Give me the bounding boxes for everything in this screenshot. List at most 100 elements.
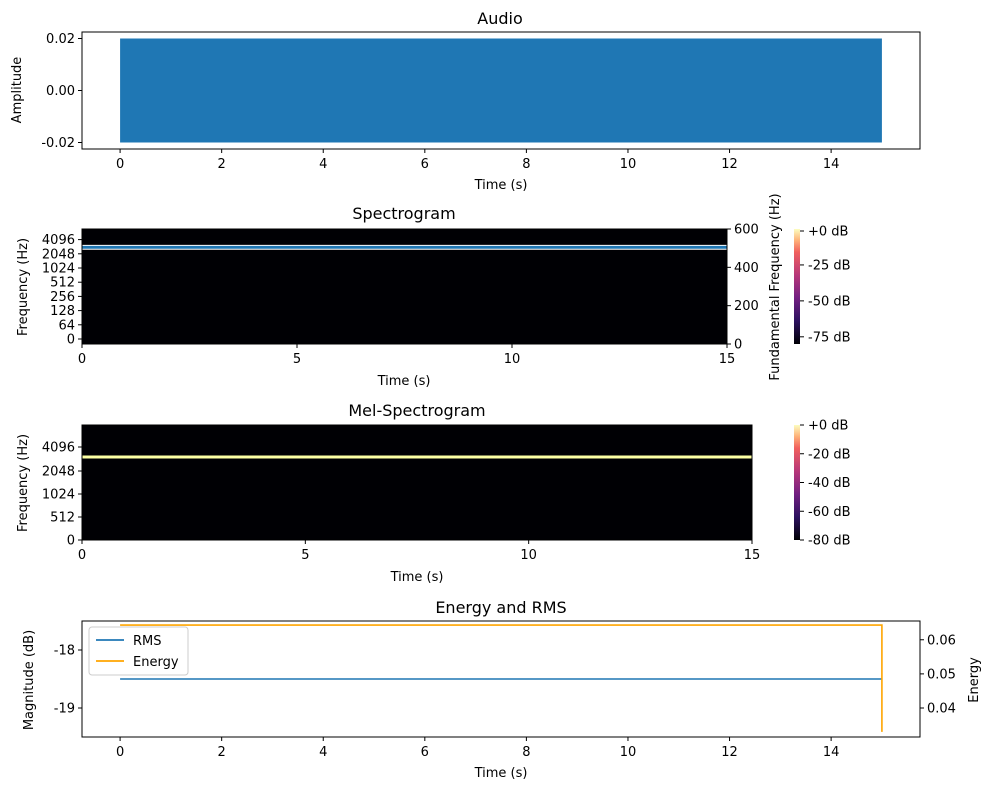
energy-xtick-label: 8 xyxy=(522,745,530,760)
audio-xlabel: Time (s) xyxy=(474,178,528,193)
spectrogram-ytick-label: 2048 xyxy=(42,247,75,262)
spectrogram-f0-line xyxy=(82,245,727,249)
audio-xtick-label: 14 xyxy=(823,157,840,172)
mel-band xyxy=(82,455,752,459)
mel-title: Mel-Spectrogram xyxy=(348,401,485,420)
mel-colorbar-label: +0 dB xyxy=(808,419,848,434)
spectrogram-y2tick-label: 400 xyxy=(734,261,759,276)
spectrogram-y2tick-label: 200 xyxy=(734,299,759,314)
spectrogram-ytick-label: 4096 xyxy=(42,233,75,248)
energy-y2tick-label: 0.06 xyxy=(927,633,956,648)
spectrogram-colorbar-label: +0 dB xyxy=(808,225,848,240)
spectrogram-colorbar-ticks: +0 dB -25 dB -50 dB -75 dB xyxy=(800,225,851,345)
energy-rms-panel: Energy and RMS 0 2 4 6 8 10 12 14 -18-19 0.040.… xyxy=(22,598,982,781)
mel-ytick-label: 1024 xyxy=(42,488,75,503)
mel-colorbar-label: -80 dB xyxy=(808,534,851,549)
energy-xtick-label: 12 xyxy=(721,745,738,760)
spectrogram-f0-layer xyxy=(82,244,727,250)
mel-xtick-label: 0 xyxy=(78,548,86,563)
spectrogram-title: Spectrogram xyxy=(352,204,455,223)
energy-lines-layer xyxy=(120,624,883,732)
audio-title: Audio xyxy=(477,9,522,28)
audio-ytick-label: 0.02 xyxy=(46,32,75,47)
energy-ytick-label: -19 xyxy=(54,702,75,717)
spectrogram-ytick-label: 256 xyxy=(50,290,75,305)
audio-xtick-label: 4 xyxy=(319,157,327,172)
legend-energy-label: Energy xyxy=(133,655,179,670)
spectrogram-ytick-label: 512 xyxy=(50,276,75,291)
mel-colorbar-label: -60 dB xyxy=(808,505,851,520)
audio-xtick-label: 8 xyxy=(522,157,530,172)
spectrogram-xtick-label: 0 xyxy=(78,352,86,367)
energy-xtick-label: 0 xyxy=(116,745,124,760)
spectrogram-panel: Spectrogram 0 5 10 15 064128256512102420484… xyxy=(16,193,851,389)
mel-ytick-label: 4096 xyxy=(42,441,75,456)
spectrogram-xtick-label: 10 xyxy=(504,352,521,367)
spectrogram-ylabel: Frequency (Hz) xyxy=(16,238,31,336)
energy-xlabel: Time (s) xyxy=(474,766,528,781)
spectrogram-y2tick-label: 600 xyxy=(734,223,759,238)
energy-title: Energy and RMS xyxy=(435,598,566,617)
energy-y2label: Energy xyxy=(967,657,982,703)
mel-ytick-label: 512 xyxy=(50,511,75,526)
energy-xtick-label: 10 xyxy=(620,745,637,760)
audio-x-ticks: 0 2 4 6 8 10 12 14 xyxy=(116,149,839,172)
mel-colorbar-label: -40 dB xyxy=(808,476,851,491)
audio-ylabel: Amplitude xyxy=(10,57,25,124)
audio-waveform xyxy=(120,38,882,143)
mel-xtick-label: 5 xyxy=(301,548,309,563)
energy-xtick-label: 2 xyxy=(218,745,226,760)
mel-axes-frame xyxy=(81,424,753,541)
audio-ytick-label: 0.00 xyxy=(46,84,75,99)
energy-xtick-label: 4 xyxy=(319,745,327,760)
spectrogram-colorbar-label: -25 dB xyxy=(808,258,851,273)
mel-ylabel: Frequency (Hz) xyxy=(16,434,31,532)
energy-xtick-label: 6 xyxy=(421,745,429,760)
audio-y-ticks: -0.02 0.00 0.02 xyxy=(41,32,82,151)
spectrogram-y2label: Fundamental Frequency (Hz) xyxy=(768,193,783,380)
spectrogram-colorbar-label: -50 dB xyxy=(808,294,851,309)
spectrogram-colorbar-label: -75 dB xyxy=(808,330,851,345)
spectrogram-ytick-label: 1024 xyxy=(42,262,75,277)
mel-ytick-label: 2048 xyxy=(42,465,75,480)
energy-legend: RMS Energy xyxy=(88,626,189,676)
audio-xtick-label: 10 xyxy=(620,157,637,172)
mel-spectrogram-image xyxy=(82,425,752,540)
spectrogram-xtick-label: 15 xyxy=(719,352,736,367)
legend-box xyxy=(88,626,189,676)
mel-colorbar xyxy=(794,425,800,540)
spectrogram-y2-ticks: 0 200 400 600 xyxy=(727,223,759,353)
energy-xtick-label: 14 xyxy=(823,745,840,760)
audio-xtick-label: 2 xyxy=(218,157,226,172)
spectrogram-axes-frame xyxy=(81,228,728,345)
energy-axes-frame xyxy=(81,620,921,738)
spectrogram-xlabel: Time (s) xyxy=(377,374,431,389)
spectrogram-ytick-label: 0 xyxy=(67,333,75,348)
energy-y2tick-label: 0.04 xyxy=(927,702,956,717)
mel-spectrogram-panel: Mel-Spectrogram 0 5 10 15 0512102420484096 … xyxy=(16,401,851,585)
energy-y2-ticks: 0.04 0.05 0.06 xyxy=(920,633,956,717)
energy-ylabel: Magnitude (dB) xyxy=(22,630,37,730)
energy-y-ticks: -18 -19 xyxy=(54,644,82,717)
mel-xtick-label: 15 xyxy=(744,548,761,563)
mel-ytick-label: 0 xyxy=(67,534,75,549)
spectrogram-colorbar xyxy=(794,229,800,344)
spectrogram-y2tick-label: 0 xyxy=(734,338,742,353)
legend-rms-label: RMS xyxy=(133,634,162,649)
energy-ytick-label: -18 xyxy=(54,644,75,659)
spectrogram-xtick-label: 5 xyxy=(293,352,301,367)
mel-colorbar-ticks: +0 dB -20 dB -40 dB -60 dB -80 dB xyxy=(800,419,851,549)
spectrogram-ytick-label: 128 xyxy=(50,304,75,319)
spectrogram-ytick-label: 64 xyxy=(58,318,75,333)
energy-y2tick-label: 0.05 xyxy=(927,667,956,682)
spectrogram-x-ticks: 0 5 10 15 xyxy=(78,344,735,367)
mel-band-layer xyxy=(82,455,752,459)
energy-line xyxy=(120,624,883,732)
audio-xtick-label: 0 xyxy=(116,157,124,172)
audio-xtick-label: 6 xyxy=(421,157,429,172)
energy-x-ticks: 0 2 4 6 8 10 12 14 xyxy=(116,737,839,760)
mel-xlabel: Time (s) xyxy=(390,570,444,585)
mel-x-ticks: 0 5 10 15 xyxy=(78,540,760,563)
